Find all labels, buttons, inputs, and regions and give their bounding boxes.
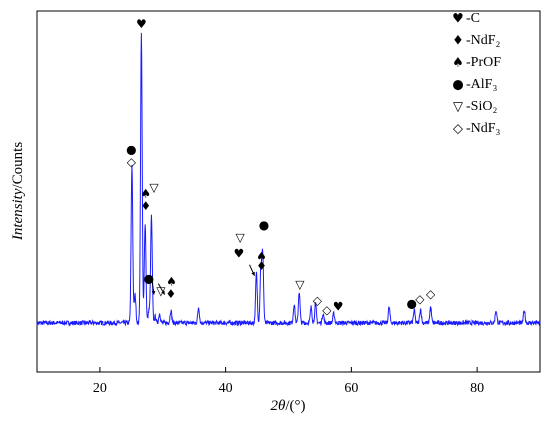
annotation-arrowhead: [151, 290, 156, 295]
legend-symbol: ◇: [453, 122, 463, 137]
peak-marker: ▽: [156, 284, 166, 298]
x-tick-label: 20: [93, 381, 107, 396]
peak-marker: ◇: [313, 293, 323, 307]
legend-symbol: ♥: [452, 12, 464, 27]
y-axis-label-italic: Intensity: [10, 188, 26, 241]
xrd-pattern-line: [36, 32, 541, 327]
legend-label: -NdF₂: [466, 33, 501, 48]
annotation-arrowhead: [161, 290, 165, 295]
peak-marker: ◇: [415, 292, 425, 306]
legend-label: -PrOF: [466, 55, 501, 70]
legend-symbol: ▽: [453, 100, 463, 115]
legend-label: -NdF₃: [466, 121, 501, 136]
legend-symbol: ♠: [452, 56, 464, 71]
peak-marker: ▽: [235, 231, 245, 245]
peak-marker: ●: [406, 297, 416, 311]
plot-frame: [36, 10, 541, 373]
peak-marker: ◇: [426, 287, 436, 301]
peak-marker: ▽: [295, 278, 305, 292]
x-axis-label-italic: 2θ: [270, 398, 286, 414]
peak-marker: ♠: [140, 187, 151, 201]
annotation-arrows: [151, 264, 256, 295]
legend-label: -SiO₂: [466, 99, 497, 114]
legend-symbol: ●: [452, 78, 463, 93]
y-axis-label: Intensity/Counts: [10, 142, 26, 241]
legend-label: -C: [466, 11, 480, 26]
peak-marker: ♦: [140, 199, 151, 213]
x-axis-ticks: [99, 367, 478, 372]
peak-marker: ◇: [127, 155, 137, 169]
x-axis-tick-labels: 20 40 60 80: [93, 381, 484, 396]
x-tick-label: 40: [219, 381, 233, 396]
x-axis-label-unit: /(°): [285, 398, 305, 414]
legend-symbol: ♦: [452, 34, 464, 49]
peak-marker: ♠: [166, 275, 177, 289]
peak-marker: ●: [259, 218, 269, 232]
x-axis-label: 2θ/(°): [270, 398, 305, 414]
peak-marker: ♠: [256, 249, 267, 263]
legend: ♥ -C♦ -NdF₂♠ -PrOF● -AlF₃▽ -SiO₂◇ -NdF₃: [452, 11, 501, 136]
peak-marker: ♦: [166, 287, 177, 301]
x-tick-label: 80: [470, 381, 484, 396]
annotation-arrowhead: [251, 271, 255, 276]
peak-marker: ♥: [333, 300, 344, 314]
peak-marker: ♦: [256, 259, 267, 273]
peak-marker: ▽: [149, 180, 159, 194]
peak-marker: ◇: [322, 303, 332, 317]
x-tick-label: 60: [344, 381, 358, 396]
y-axis-label-unit: /Counts: [10, 142, 26, 189]
peak-annotations: ♥●◇♠♦▽●▽♠♦▽♥ ♠♦●▽◇◇ ♥ ●◇ ◇: [126, 17, 436, 317]
peak-marker: ●: [144, 271, 154, 285]
legend-label: -AlF₃: [466, 77, 497, 92]
peak-marker: ♥: [233, 246, 244, 260]
peak-marker: ●: [126, 143, 136, 157]
peak-marker: ♥: [136, 17, 147, 31]
